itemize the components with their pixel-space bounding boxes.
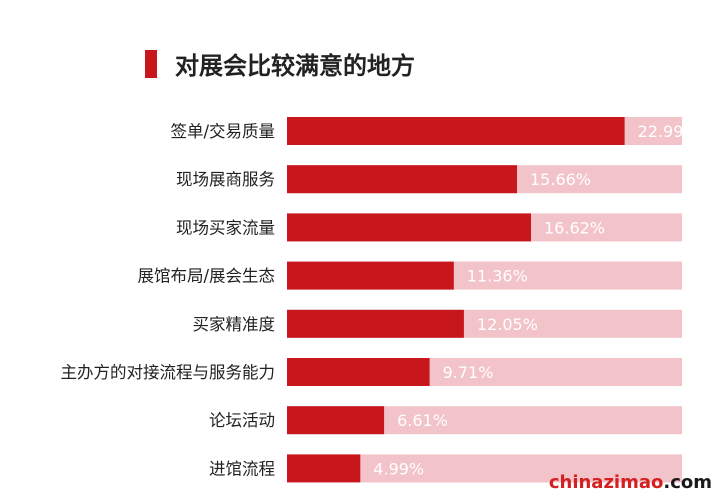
- bar: [287, 261, 454, 290]
- category-label: 论坛活动: [209, 411, 275, 430]
- value-label: 12.05%: [477, 315, 538, 334]
- bar: [287, 165, 517, 194]
- value-label: 4.99%: [373, 459, 424, 478]
- value-label: 22.99%: [638, 122, 699, 141]
- category-label: 进馆流程: [209, 459, 275, 478]
- category-label: 签单/交易质量: [170, 122, 275, 141]
- bar-rows: 签单/交易质量 22.99% 现场展商服务 15.66% 现场买家流量 16.62% 展馆布…: [61, 117, 699, 483]
- bar: [287, 454, 361, 483]
- bar: [287, 358, 430, 386]
- bar: [287, 117, 625, 145]
- title-accent-marker: [145, 50, 157, 78]
- bar: [287, 406, 385, 435]
- category-label: 现场买家流量: [176, 218, 275, 237]
- category-label: 展馆布局/展会生态: [137, 267, 275, 286]
- chart-title: 对展会比较满意的地方: [175, 52, 415, 80]
- value-label: 11.36%: [467, 267, 528, 286]
- value-label: 6.61%: [397, 411, 448, 430]
- category-label: 买家精准度: [193, 315, 276, 334]
- watermark: chinazimao.com: [549, 472, 712, 493]
- bar: [287, 309, 464, 338]
- value-label: 15.66%: [530, 170, 591, 189]
- category-label: 主办方的对接流程与服务能力: [61, 363, 276, 382]
- bar: [287, 213, 531, 242]
- watermark-domain: .com: [663, 472, 712, 493]
- watermark-main: chinazimao: [549, 472, 664, 493]
- value-label: 9.71%: [443, 363, 494, 382]
- value-label: 16.62%: [544, 218, 605, 237]
- category-label: 现场展商服务: [176, 170, 275, 189]
